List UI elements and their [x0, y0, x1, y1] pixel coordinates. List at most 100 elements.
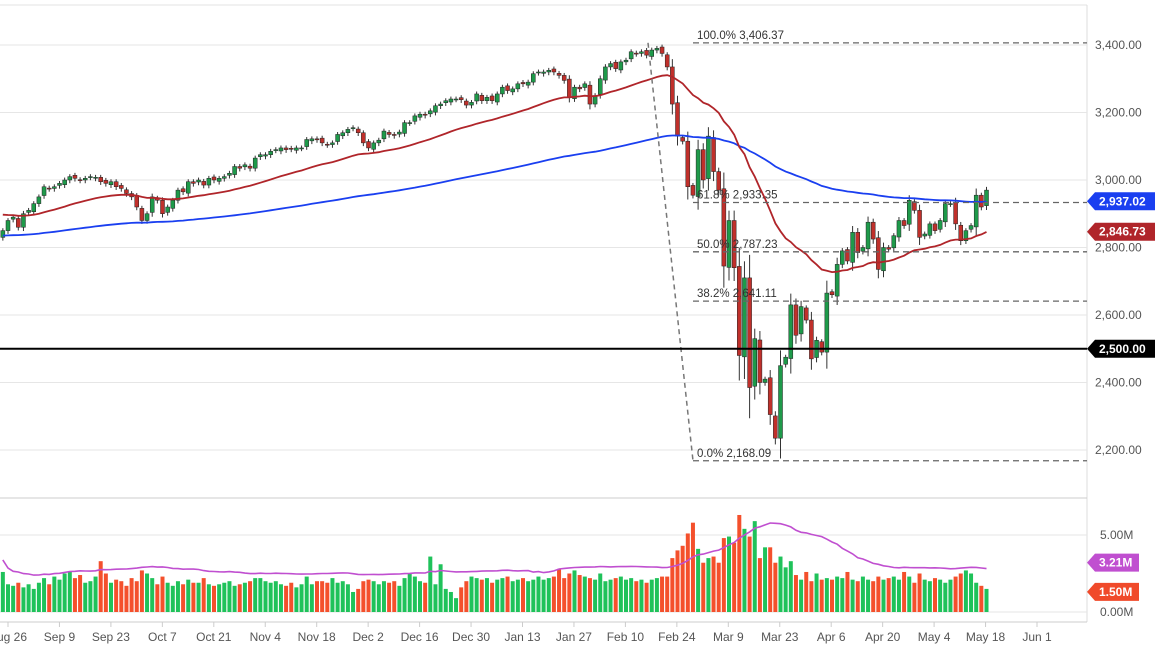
volume-bar [139, 570, 144, 612]
candle-up [0, 230, 6, 238]
date-tick-label: Sep 9 [44, 630, 76, 644]
candle-down [577, 86, 582, 90]
candle-up [26, 210, 31, 213]
candle-up [88, 176, 93, 178]
volume-bar [526, 581, 531, 612]
volume-bar [505, 576, 510, 612]
volume-bar [917, 573, 922, 612]
candle-down [917, 210, 922, 238]
date-tick-label: Feb 10 [607, 630, 645, 644]
volume-bar [670, 558, 675, 612]
volume-bar [222, 582, 227, 612]
volume-bar [783, 567, 788, 612]
candle-up [67, 176, 73, 181]
candle-up [603, 66, 608, 81]
candle-down [211, 176, 217, 181]
candle-down [737, 266, 742, 356]
volume-bar [21, 587, 26, 612]
candle-up [891, 235, 897, 249]
candle-up [186, 181, 191, 194]
volume-bar [500, 578, 505, 612]
candle-up [536, 71, 541, 74]
candle-up [428, 110, 433, 115]
candle-down [98, 177, 103, 182]
volume-bar [634, 581, 639, 612]
volume-bar [325, 582, 330, 612]
volume-bar [464, 581, 469, 612]
candle-up [531, 73, 536, 83]
volume-bar [479, 579, 484, 612]
candle-up [227, 173, 232, 176]
candle-down [886, 247, 891, 250]
volume-bar [773, 562, 778, 612]
date-tick-label: Dec 16 [401, 630, 439, 644]
volume-bar [299, 584, 304, 612]
price-tag-2500-label: 2,500.00 [1099, 342, 1146, 356]
volume-bar [953, 576, 958, 612]
volume-bar [804, 571, 809, 612]
volume-bar [886, 578, 891, 612]
volume-bar [459, 587, 464, 612]
volume-bar [160, 576, 165, 612]
candle-up [968, 225, 974, 230]
volume-bar [969, 573, 974, 612]
candle-up [654, 48, 660, 51]
candle-down [809, 319, 814, 360]
date-tick-label: May 18 [966, 630, 1006, 644]
volume-bar [855, 581, 860, 612]
volume-bar [706, 558, 711, 612]
candle-up [5, 220, 11, 231]
volume-bar [510, 581, 515, 612]
volume-bar [67, 571, 72, 612]
volume-bar [124, 585, 129, 612]
candle-down [664, 54, 670, 68]
candle-down [819, 341, 824, 353]
candle-up [304, 139, 309, 147]
volume-tag-0 [1087, 553, 1139, 572]
volume-bar [484, 578, 489, 612]
candle-up [196, 179, 201, 183]
candle-down [773, 415, 778, 439]
volume-bar [418, 581, 422, 612]
candle-up [850, 232, 855, 263]
volume-bar [93, 576, 98, 612]
volume-tick-label: 5.00M [1100, 528, 1133, 542]
volume-bar [253, 578, 258, 612]
volume-bar [376, 584, 381, 612]
candle-up [742, 277, 747, 358]
volume-bar [52, 576, 57, 612]
volume-bar [6, 584, 10, 612]
candle-down [587, 84, 593, 105]
volume-bar [711, 556, 716, 612]
candle-up [783, 356, 788, 365]
candle-up [21, 213, 26, 228]
candle-up [278, 147, 284, 152]
volume-bar [840, 578, 845, 612]
candle-up [206, 178, 212, 186]
candle-down [793, 304, 799, 336]
volume-bar [902, 571, 907, 612]
volume-bar [191, 582, 196, 612]
candle-up [448, 98, 454, 103]
candle-up [10, 216, 16, 220]
candle-up [175, 189, 181, 201]
date-tick-label: Jan 27 [556, 630, 592, 644]
volume-bar [613, 578, 618, 612]
candle-down [644, 50, 649, 56]
volume-bar [551, 576, 556, 612]
volume-bar [603, 581, 608, 612]
volume-bar [799, 579, 804, 612]
volume-bar [428, 556, 433, 612]
candle-down [912, 201, 917, 211]
price-tick-label: 2,800.00 [1095, 241, 1142, 255]
volume-bar [788, 561, 793, 612]
fib-level-label: 50.0% 2,787.23 [697, 239, 778, 251]
date-tick-label: May 4 [918, 630, 951, 644]
candle-down [355, 128, 361, 134]
volume-bar [809, 581, 814, 612]
volume-bar [974, 582, 979, 612]
volume-bar [72, 578, 77, 612]
volume-bar [654, 578, 659, 612]
